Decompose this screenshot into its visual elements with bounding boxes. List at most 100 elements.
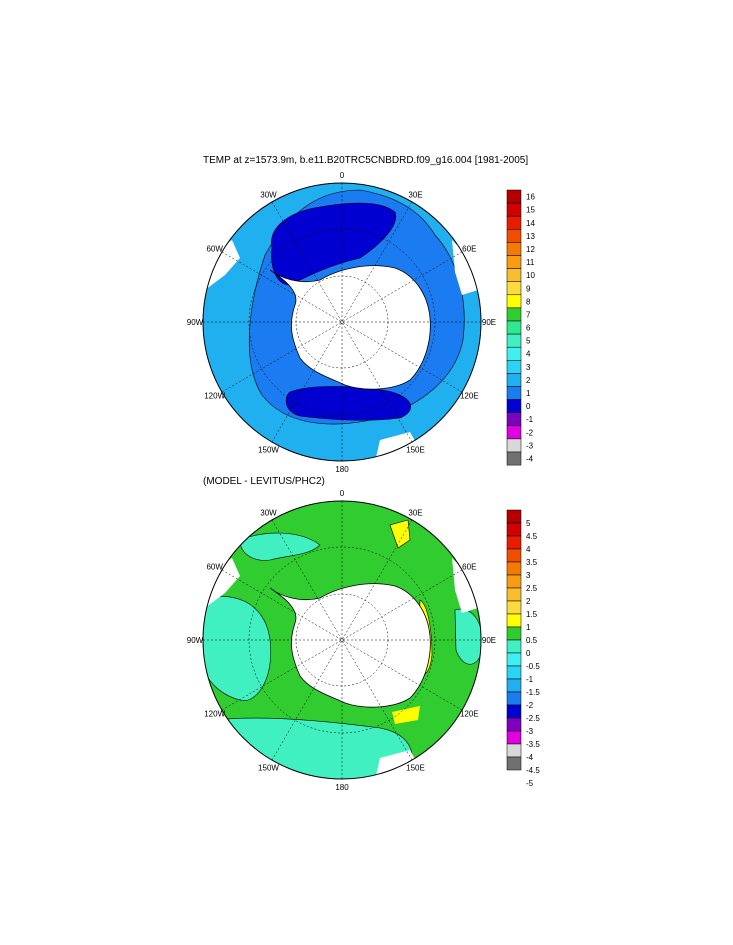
map-2-land-africa [452,558,478,613]
map-2-colorbar-swatch [506,574,522,589]
map-1-colorbar-swatch [506,346,522,361]
map-1-colorbar-label: 1 [526,389,531,398]
map-2-colorbar-swatch [506,587,522,602]
map-1-lon-label: 150E [406,445,425,454]
map-2-antarctica [269,583,431,708]
map-2-title: (MODEL - LEVITUS/PHC2) [203,476,325,487]
map-1-colorbar-label: -4 [526,455,534,464]
map-2-colorbar-label: -1 [526,675,534,684]
map-1-graticule [203,183,481,461]
map-2-outline [202,500,482,780]
map-2-colorbar-label: -4.5 [526,766,540,775]
map-2-colorbar-label: 1.5 [526,610,538,619]
map-2-colorbar-label: 2.5 [526,584,538,593]
map-1-lon-label: 30E [408,191,422,200]
map-1-colorbar-label: 3 [526,363,531,372]
map-2-lon-label: 90E [482,636,496,645]
map-2-colorbar-swatch [506,730,522,745]
map-1-colorbar-label: 12 [526,245,535,254]
map-1: 0 30E 60E 90E 120E 150E 180 150W 120W 90W 60W 30W 1… [187,171,536,474]
map-1-colorbar-swatch [506,425,522,440]
map-1-lon-labels: 0 30E 60E 90E 120E 150E 180 150W 120W 90W 60W 30W [187,171,496,474]
map-2-lon-label: 180 [335,783,349,792]
map-1-colorbar-label: 16 [526,193,535,202]
map-1-colorbar-swatch [506,399,522,413]
map-2-colorbar-swatch [506,535,522,550]
map-1-colorbar-label: 2 [526,376,531,385]
map-1-colorbar-swatch [506,320,522,335]
map-1-colorbar-swatch [506,281,522,296]
map-2-colorbar-swatch [506,678,522,693]
map-1-lon-label: 0 [340,171,345,180]
map-1-colorbar-label: 11 [526,258,535,267]
map-1-colorbar-swatch [506,255,522,269]
map-1-colorbar-label: 15 [526,206,535,215]
map-1-colorbar-swatch [506,189,522,204]
map-2-colorbar-swatch [506,626,522,641]
map-1-lon-label: 120E [460,392,479,401]
map-1-colorbar-swatch [506,438,522,453]
map-1-lon-label: 90E [482,318,496,327]
map-2-colorbar-swatch [506,652,522,667]
map-2-colorbar-label: -1.5 [526,688,540,697]
map-1-colorbar-swatch [506,202,522,217]
map-2-lon-label: 90W [187,636,204,645]
map-2-colorbar-label: 3 [526,571,531,580]
map-1-colorbar-label: -3 [526,441,534,450]
map-1-lon-label: 90W [187,318,204,327]
map-2-lon-label: 60E [462,563,476,572]
map-1-lon-label: 60E [462,245,476,254]
map-1-outline [202,182,482,462]
map-1-colorbar-swatch [506,373,522,387]
map-1-colorbar-swatch [506,386,522,400]
map-1-title: TEMP at z=1573.9m, b.e11.B20TRC5CNBDRD.f… [203,155,529,166]
map-1-colorbar-label: 6 [526,324,531,333]
map-1-lon-label: 30W [260,191,277,200]
map-1-antarctica [269,265,431,390]
map-2-colorbar-label: 4.5 [526,532,538,541]
map-1-colorbar-swatch [506,307,522,322]
map-2-colorbar-swatch [506,704,522,719]
map-1-colorbar-swatch [506,229,522,243]
map-2-colorbar-label: 5 [526,519,531,528]
map-1-lon-label: 180 [335,465,349,474]
map-1-lon-label: 150W [258,445,279,454]
map-1-colorbar-swatch [506,360,522,374]
map-1-colorbar-label: 7 [526,310,531,319]
map-2-field-1-1.5-s [392,706,420,724]
map-2-colorbar-label: 4 [526,545,531,554]
map-2-colorbar-swatch [506,509,522,524]
map-2-lon-label: 120W [204,710,225,719]
map-2-colorbar-swatch [506,717,522,732]
map-1-lon-label: 120W [204,392,225,401]
map-2-colorbar-label: 1 [526,623,531,632]
map-2-lon-label: 150E [406,763,425,772]
map-2-colorbar-label: -4 [526,753,534,762]
map-2-lon-label: 120E [460,710,479,719]
map-1-colorbar-label: -1 [526,415,534,424]
map-2-colorbar-swatch [506,639,522,654]
map-2: 0 30E 60E 90E 120E 150E 180 150W 120W 90W 60W 30W 5… [187,489,541,792]
map-1-colorbar-swatch [506,333,522,348]
map-2-field-neg0.5-0-nw [239,532,321,561]
map-1-fields [203,183,481,461]
map-2-lon-label: 30W [260,509,277,518]
map-1-colorbar-swatch [506,451,522,466]
map-2-colorbar-label: -2 [526,701,534,710]
map-1-colorbar-label: 14 [526,219,535,228]
map-1-colorbar-label: 13 [526,232,535,241]
map-2-colorbar-label: -3 [526,727,534,736]
map-2-colorbar-label: -2.5 [526,714,540,723]
map-2-colorbar-label: -5 [526,779,534,788]
map-2-colorbar: 5 4.5 4 3.5 3 2.5 2 1.5 1 0.5 0 -0.5 -1 -1.5 -2 -2.5 -3 -… [506,509,540,788]
map-1-field-0-1-ross [285,386,411,421]
map-2-colorbar-swatch [506,600,522,615]
map-1-colorbar-swatch [506,242,522,256]
map-2-lon-label: 60W [206,563,223,572]
map-1-lon-label: 60W [206,245,223,254]
map-2-colorbar-swatch [506,613,522,628]
map-1-colorbar-label: 4 [526,350,531,359]
map-2-colorbar-swatch [506,665,522,680]
map-2-colorbar-label: -3.5 [526,740,540,749]
